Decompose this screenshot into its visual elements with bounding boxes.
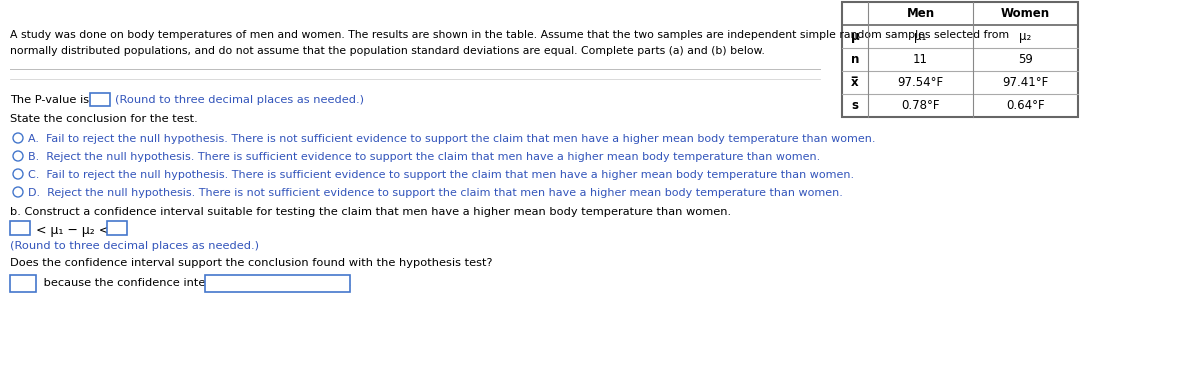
Text: n: n <box>851 53 859 66</box>
Text: s: s <box>852 99 858 112</box>
Text: ▼: ▼ <box>19 283 26 292</box>
Bar <box>842 2 1078 117</box>
Text: b. Construct a confidence interval suitable for testing the claim that men have : b. Construct a confidence interval suita… <box>10 207 731 217</box>
Text: D.  Reject the null hypothesis. There is not sufficient evidence to support the : D. Reject the null hypothesis. There is … <box>28 188 842 198</box>
Text: 0.78°F: 0.78°F <box>901 99 940 112</box>
Bar <box>107 221 127 235</box>
Text: B.  Reject the null hypothesis. There is sufficient evidence to support the clai: B. Reject the null hypothesis. There is … <box>28 152 821 162</box>
Bar <box>205 275 350 292</box>
Text: because the confidence interval contains: because the confidence interval contains <box>40 278 278 288</box>
Text: μ₁: μ₁ <box>914 30 926 43</box>
Bar <box>90 93 110 106</box>
Text: Men: Men <box>906 7 935 20</box>
Text: A study was done on body temperatures of men and women. The results are shown in: A study was done on body temperatures of… <box>10 30 1009 40</box>
Text: A.  Fail to reject the null hypothesis. There is not sufficient evidence to supp: A. Fail to reject the null hypothesis. T… <box>28 134 876 144</box>
Text: The P-value is: The P-value is <box>10 95 89 105</box>
Text: normally distributed populations, and do not assume that the population standard: normally distributed populations, and do… <box>10 46 764 56</box>
Text: 97.41°F: 97.41°F <box>1002 76 1049 89</box>
Text: State the conclusion for the test.: State the conclusion for the test. <box>10 114 198 124</box>
Text: C.  Fail to reject the null hypothesis. There is sufficient evidence to support : C. Fail to reject the null hypothesis. T… <box>28 170 854 180</box>
Text: μ: μ <box>851 30 859 43</box>
Text: 97.54°F: 97.54°F <box>898 76 943 89</box>
Text: 0.64°F: 0.64°F <box>1006 99 1045 112</box>
Bar <box>10 275 36 292</box>
Text: Does the confidence interval support the conclusion found with the hypothesis te: Does the confidence interval support the… <box>10 258 492 268</box>
Text: < μ₁ − μ₂ <: < μ₁ − μ₂ < <box>32 224 113 237</box>
Text: (Round to three decimal places as needed.): (Round to three decimal places as needed… <box>115 95 364 105</box>
Bar <box>10 221 30 235</box>
Text: 59: 59 <box>1018 53 1033 66</box>
Text: Women: Women <box>1001 7 1050 20</box>
Text: (Round to three decimal places as needed.): (Round to three decimal places as needed… <box>10 241 259 251</box>
Text: μ₂: μ₂ <box>1019 30 1032 43</box>
Text: ▼: ▼ <box>343 283 350 292</box>
Text: 11: 11 <box>913 53 928 66</box>
Text: x̅: x̅ <box>851 76 859 89</box>
